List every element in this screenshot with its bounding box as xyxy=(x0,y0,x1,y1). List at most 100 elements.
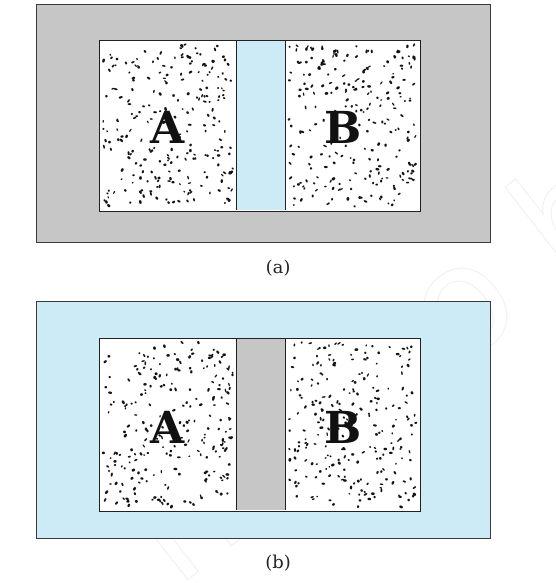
speckle-dot xyxy=(298,394,302,397)
speckle-dot xyxy=(153,375,156,379)
speckle-dot xyxy=(173,467,178,471)
speckle-dot xyxy=(174,367,177,371)
speckle-dot xyxy=(304,441,308,444)
speckle-dot xyxy=(412,56,415,59)
speckle-dot xyxy=(223,58,227,62)
speckle-dot xyxy=(302,73,305,76)
speckle-dot xyxy=(104,490,109,494)
speckle-dot xyxy=(332,161,336,165)
speckle-dot xyxy=(363,490,366,493)
speckle-dot xyxy=(115,451,118,455)
speckle-dot xyxy=(326,202,330,206)
speckle-dot xyxy=(190,348,193,351)
speckle-dot xyxy=(318,470,322,473)
speckle-dot xyxy=(386,60,390,64)
speckle-dot xyxy=(311,403,315,406)
speckle-dot xyxy=(398,92,402,95)
speckle-dot xyxy=(151,149,154,152)
speckle-dot xyxy=(339,136,342,140)
speckle-dot xyxy=(205,175,209,179)
speckle-dot xyxy=(127,378,131,382)
speckle-dot xyxy=(399,437,402,441)
speckle-dot xyxy=(216,350,220,354)
speckle-dot xyxy=(191,352,195,355)
region-label-b: B xyxy=(324,403,362,454)
speckle-dot xyxy=(300,341,303,344)
speckle-dot xyxy=(199,88,203,91)
speckle-dot xyxy=(327,427,330,431)
speckle-dot xyxy=(407,55,410,58)
speckle-dot xyxy=(364,351,367,354)
speckle-dot xyxy=(374,396,377,400)
speckle-dot xyxy=(408,61,411,65)
speckle-dot xyxy=(220,145,224,149)
speckle-dot xyxy=(332,358,335,362)
speckle-dot xyxy=(411,494,415,498)
speckle-dot xyxy=(199,494,202,498)
speckle-dot xyxy=(164,483,167,486)
speckle-dot xyxy=(365,344,368,347)
speckle-dot xyxy=(227,416,232,420)
speckle-dot xyxy=(134,401,137,404)
speckle-dot xyxy=(310,46,312,49)
speckle-dot xyxy=(382,453,385,456)
speckle-dot xyxy=(119,138,123,143)
speckle-dot xyxy=(313,91,315,95)
speckle-dot xyxy=(378,431,381,434)
speckle-dot xyxy=(149,118,153,120)
speckle-dot xyxy=(393,199,396,202)
panel-a-partition-strip xyxy=(236,41,286,210)
speckle-dot xyxy=(358,499,362,502)
speckle-dot xyxy=(159,415,161,418)
speckle-dot xyxy=(101,451,105,455)
speckle-dot xyxy=(298,94,301,98)
speckle-dot xyxy=(401,457,403,460)
speckle-dot xyxy=(394,129,397,131)
speckle-dot xyxy=(354,104,358,107)
speckle-dot xyxy=(133,492,137,496)
speckle-dot xyxy=(409,97,411,100)
speckle-dot xyxy=(410,345,413,349)
speckle-dot xyxy=(395,352,400,356)
speckle-dot xyxy=(314,399,318,402)
speckle-dot xyxy=(172,200,176,204)
speckle-dot xyxy=(170,504,173,509)
speckle-dot xyxy=(222,474,226,478)
speckle-dot xyxy=(214,374,218,378)
speckle-dot xyxy=(288,45,291,48)
speckle-dot xyxy=(213,47,217,52)
speckle-dot xyxy=(188,501,192,504)
speckle-dot xyxy=(192,198,196,202)
speckle-dot xyxy=(344,105,347,108)
speckle-dot xyxy=(217,87,220,89)
speckle-dot xyxy=(223,441,226,443)
speckle-dot xyxy=(144,389,147,392)
speckle-dot xyxy=(151,60,155,64)
speckle-dot xyxy=(193,419,196,423)
speckle-dot xyxy=(406,136,409,140)
speckle-dot xyxy=(385,177,389,179)
speckle-dot xyxy=(137,481,141,484)
speckle-dot xyxy=(342,82,345,85)
speckle-dot xyxy=(208,71,211,74)
speckle-dot xyxy=(405,394,408,397)
speckle-dot xyxy=(158,71,162,74)
speckle-dot xyxy=(376,375,379,378)
speckle-dot xyxy=(149,384,152,388)
speckle-dot xyxy=(107,196,110,199)
speckle-dot xyxy=(149,424,153,427)
speckle-dot xyxy=(109,457,112,460)
speckle-dot xyxy=(377,165,382,168)
speckle-dot xyxy=(346,139,349,141)
speckle-dot xyxy=(386,167,390,171)
speckle-dot xyxy=(337,342,341,345)
speckle-dot xyxy=(408,177,412,180)
speckle-dot xyxy=(300,377,304,381)
speckle-dot xyxy=(412,123,415,126)
speckle-dot xyxy=(206,73,209,76)
speckle-dot xyxy=(169,388,173,392)
speckle-dot xyxy=(316,348,320,350)
speckle-dot xyxy=(334,49,337,53)
speckle-dot xyxy=(320,153,323,156)
speckle-dot xyxy=(200,359,204,362)
